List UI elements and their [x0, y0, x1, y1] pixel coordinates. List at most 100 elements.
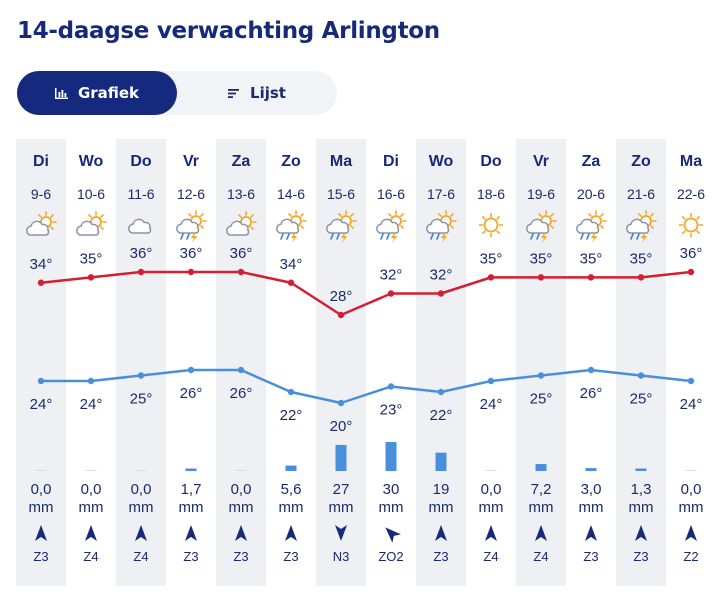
- wind-arrow-icon: [285, 525, 297, 541]
- column-shade: [216, 139, 266, 586]
- low-temp-label: 25°: [130, 391, 153, 408]
- wind-arrow-icon: [135, 525, 147, 541]
- wind-arrow-icon: [185, 525, 197, 541]
- precipitation-value: 0,0: [81, 481, 102, 498]
- thunderstorm-sun-icon: [276, 210, 307, 243]
- partly-cloudy-icon: [76, 211, 107, 236]
- partly-cloudy-icon: [226, 211, 257, 236]
- precipitation-value: 19: [433, 481, 450, 498]
- precipitation-unit: mm: [179, 499, 204, 516]
- high-temp-label: 36°: [180, 245, 203, 262]
- tab-lijst[interactable]: Lijst: [177, 71, 337, 115]
- day-label: Wo: [429, 153, 454, 170]
- date-label: 16-6: [377, 186, 405, 202]
- high-temp-label: 36°: [230, 245, 253, 262]
- low-temp-point: [137, 372, 145, 379]
- precipitation-unit: mm: [129, 499, 154, 516]
- low-temp-label: 26°: [580, 385, 603, 402]
- low-temp-line: [41, 368, 692, 405]
- low-temp-point: [687, 377, 695, 385]
- low-temp-label: 26°: [180, 385, 203, 402]
- day-label: Do: [480, 153, 502, 170]
- precipitation-value: 30: [383, 481, 400, 498]
- sun-icon: [678, 212, 704, 238]
- precipitation-value: 0,0: [481, 481, 502, 498]
- precipitation-unit: mm: [29, 499, 54, 516]
- tab-grafiek-label: Grafiek: [77, 84, 140, 102]
- low-temp-point: [187, 366, 195, 374]
- wind-label: Z3: [283, 549, 298, 564]
- low-temp-label: 22°: [430, 407, 453, 424]
- high-temp-label: 36°: [680, 245, 703, 262]
- wind-label: Z3: [233, 549, 248, 564]
- precipitation-bar: [285, 465, 297, 471]
- day-label: Wo: [79, 153, 104, 170]
- low-temp-label: 25°: [530, 391, 553, 408]
- low-temp-label: 23°: [380, 402, 403, 419]
- day-label: Ma: [330, 153, 352, 170]
- forecast-chart: Di 9-6 Wo 10-6 Do 11-6 Vr 12-6 Za 13-6 Zo 14-6 Ma 15-…: [16, 139, 705, 586]
- precipitation-bar: [535, 464, 547, 471]
- sun-icon: [478, 212, 504, 238]
- wind-arrow-icon: [235, 525, 247, 541]
- wind-label: Z3: [33, 549, 48, 564]
- list-icon: [228, 88, 240, 98]
- precipitation-unit: mm: [529, 499, 554, 516]
- wind-label: Z3: [433, 549, 448, 564]
- wind-label: Z4: [83, 549, 98, 564]
- high-temp-point: [687, 268, 695, 276]
- precipitation-bar: [485, 470, 497, 471]
- precipitation-value: 0,0: [231, 481, 252, 498]
- wind-label: Z4: [533, 549, 548, 564]
- wind-arrow-icon: [35, 525, 47, 541]
- wind-label: Z2: [683, 549, 698, 564]
- date-label: 10-6: [77, 186, 105, 202]
- precipitation-value: 0,0: [31, 481, 52, 498]
- precipitation-unit: mm: [229, 499, 254, 516]
- precipitation-unit: mm: [329, 499, 354, 516]
- date-label: 11-6: [128, 186, 155, 202]
- precipitation-unit: mm: [379, 499, 404, 516]
- high-temp-point: [437, 290, 445, 297]
- wind-label: Z4: [483, 549, 498, 564]
- date-label: 17-6: [427, 186, 455, 202]
- wind-label: Z3: [583, 549, 598, 564]
- wind-label: ZO2: [378, 549, 403, 564]
- column-shade: [316, 139, 366, 586]
- low-temp-point: [37, 377, 45, 385]
- day-label: Za: [232, 153, 251, 170]
- wind-arrow-icon: [385, 527, 401, 543]
- page-title: 14-daagse verwachting Arlington: [17, 18, 440, 44]
- precipitation-unit: mm: [679, 499, 704, 516]
- high-temp-label: 34°: [280, 256, 303, 273]
- wind-arrow-icon: [585, 525, 597, 541]
- thunderstorm-sun-icon: [376, 210, 407, 243]
- wind-arrow-icon: [85, 525, 97, 541]
- day-label: Vr: [183, 153, 199, 170]
- tab-grafiek[interactable]: Grafiek: [17, 71, 177, 115]
- date-label: 9-6: [31, 186, 51, 202]
- precipitation-bar: [185, 468, 197, 471]
- date-label: 19-6: [527, 186, 555, 202]
- low-temp-point: [587, 366, 595, 374]
- low-temp-point: [387, 383, 395, 390]
- thunderstorm-sun-icon: [576, 210, 607, 243]
- low-temp-point: [237, 366, 245, 374]
- cloud-icon: [128, 218, 152, 234]
- low-temp-label: 24°: [480, 396, 503, 413]
- view-tabs: Grafiek Lijst: [17, 71, 337, 115]
- thunderstorm-sun-icon: [626, 210, 657, 243]
- date-label: 18-6: [477, 186, 505, 202]
- low-temp-label: 20°: [330, 418, 353, 435]
- precipitation-bar: [435, 452, 447, 471]
- precipitation-unit: mm: [579, 499, 604, 516]
- day-label: Za: [582, 153, 601, 170]
- high-temp-label: 35°: [530, 250, 553, 267]
- column-shade: [116, 139, 166, 586]
- precipitation-bar: [585, 468, 597, 471]
- precipitation-bar: [335, 444, 347, 471]
- low-temp-label: 26°: [230, 385, 253, 402]
- date-label: 14-6: [277, 186, 305, 202]
- precipitation-bar: [35, 470, 47, 471]
- high-temp-point: [337, 311, 345, 319]
